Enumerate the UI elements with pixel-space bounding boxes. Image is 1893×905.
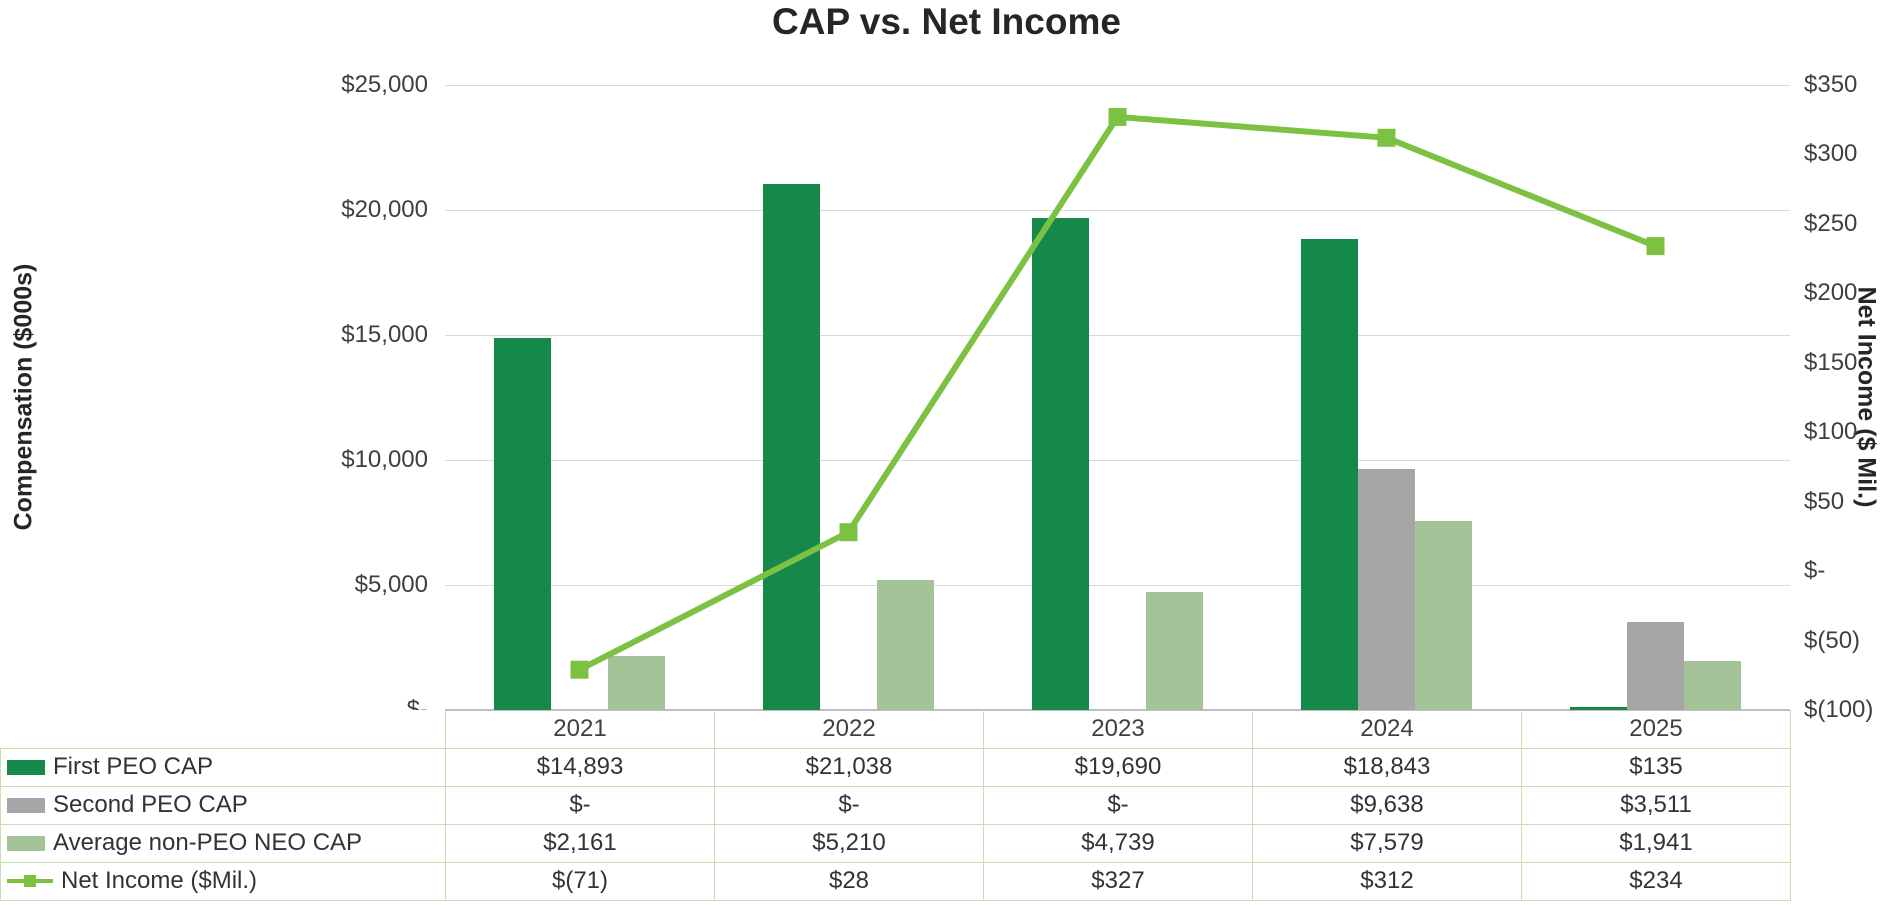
legend-entry: First PEO CAP (2, 753, 445, 781)
right-axis-title: Net Income ($ Mil.) (1852, 286, 1881, 508)
left-axis-tick: $10,000 (341, 446, 428, 473)
right-axis-tick: $300 (1804, 140, 1858, 168)
table-value-cell: $5,210 (714, 823, 984, 863)
bar-average-non-peo-neo-cap (608, 655, 665, 710)
table-value-cell: $- (983, 785, 1253, 825)
legend-cell: Average non-PEO NEO CAP (0, 823, 446, 863)
marker-net-income-mil (570, 660, 589, 679)
legend-entry: Second PEO CAP (2, 791, 445, 819)
table-header-row: 2021 2022 2023 2024 2025 (0, 710, 1791, 749)
line-net-income-mil (578, 113, 1657, 673)
gridline (445, 210, 1790, 211)
marker-net-income-mil (839, 523, 858, 542)
table-value-cell: $14,893 (445, 747, 715, 787)
marker-net-income-mil (1377, 128, 1396, 147)
left-axis-tick: $15,000 (341, 321, 428, 348)
table-value-cell: $327 (983, 861, 1253, 901)
legend-label: Second PEO CAP (53, 791, 248, 818)
table-row: Net Income ($Mil.) $(71) $28 $327 $312 $234 (0, 861, 1791, 901)
right-axis-tick: $(50) (1804, 626, 1861, 654)
table-value-cell: $234 (1521, 861, 1791, 901)
right-axis-tick: $50 (1804, 487, 1845, 515)
table-value-cell: $9,638 (1252, 785, 1522, 825)
legend-cell: First PEO CAP (0, 747, 446, 787)
table-row: Second PEO CAP $- $- $- $9,638 $3,511 (0, 785, 1791, 825)
line-legend-swatch (7, 873, 53, 889)
legend-cell: Second PEO CAP (0, 785, 446, 825)
legend-label: Net Income ($Mil.) (61, 867, 258, 894)
table-row: First PEO CAP $14,893 $21,038 $19,690 $18,84… (0, 747, 1791, 787)
left-axis-title: Compensation ($000s) (9, 263, 38, 531)
table-value-cell: $7,579 (1252, 823, 1522, 863)
legend-entry: Average non-PEO NEO CAP (2, 829, 445, 857)
bar-average-non-peo-neo-cap (1146, 591, 1203, 710)
bar-average-non-peo-neo-cap (1684, 661, 1741, 710)
gridline (445, 335, 1790, 336)
right-axis-tick: $100 (1804, 418, 1858, 446)
table-value-cell: $- (445, 785, 715, 825)
right-axis-tick: $(100) (1804, 696, 1874, 723)
year-header-cell: 2025 (1521, 710, 1791, 749)
table-value-cell: $28 (714, 861, 984, 901)
legend-swatch (7, 759, 45, 775)
table-value-cell: $2,161 (445, 823, 715, 863)
table-value-cell: $19,690 (983, 747, 1253, 787)
table-value-cell: $18,843 (1252, 747, 1522, 787)
bar-first-peo-cap (1032, 217, 1089, 710)
marker-net-income-mil (1646, 237, 1665, 256)
marker-net-income-mil (1108, 107, 1127, 126)
right-axis-tick: $200 (1804, 279, 1858, 307)
bar-first-peo-cap (1301, 238, 1358, 710)
gridline (445, 585, 1790, 586)
table-value-cell: $- (714, 785, 984, 825)
legend-marker (24, 875, 36, 887)
bar-first-peo-cap (1570, 706, 1627, 710)
year-header-cell: 2021 (445, 710, 715, 749)
right-axis-tick: $- (1804, 557, 1826, 585)
year-header-cell: 2022 (714, 710, 984, 749)
table-value-cell: $135 (1521, 747, 1791, 787)
table-corner-cell (0, 710, 446, 749)
bar-first-peo-cap (494, 337, 551, 710)
table-value-cell: $312 (1252, 861, 1522, 901)
bar-average-non-peo-neo-cap (1415, 520, 1472, 710)
right-axis-tick: $250 (1804, 209, 1858, 237)
right-axis-tick: $350 (1804, 71, 1858, 98)
legend-cell: Net Income ($Mil.) (0, 861, 446, 901)
legend-swatch (7, 797, 45, 813)
table-value-cell: $1,941 (1521, 823, 1791, 863)
legend-entry: Net Income ($Mil.) (2, 867, 445, 895)
left-axis-tick: $20,000 (341, 196, 428, 223)
gridline (445, 85, 1790, 86)
bar-first-peo-cap (763, 184, 820, 710)
legend-label: Average non-PEO NEO CAP (53, 829, 363, 856)
table-value-cell: $4,739 (983, 823, 1253, 863)
year-header-cell: 2024 (1252, 710, 1522, 749)
right-axis-tick: $150 (1804, 348, 1858, 376)
left-axis-tick: $5,000 (354, 571, 428, 598)
line-layer (570, 107, 1665, 679)
gridline (445, 460, 1790, 461)
chart-title: CAP vs. Net Income (772, 1, 1121, 42)
data-table: 2021 2022 2023 2024 2025 First PEO CAP $14,893… (0, 710, 1791, 901)
left-axis-tick: $25,000 (341, 71, 428, 98)
table-value-cell: $21,038 (714, 747, 984, 787)
legend-label: First PEO CAP (53, 753, 214, 780)
table-value-cell: $3,511 (1521, 785, 1791, 825)
table-row: Average non-PEO NEO CAP $2,161 $5,210 $4,73… (0, 823, 1791, 863)
legend-swatch (7, 835, 45, 851)
bar-second-peo-cap (1627, 622, 1684, 710)
bar-average-non-peo-neo-cap (877, 579, 934, 710)
bar-second-peo-cap (1358, 469, 1415, 710)
year-header-cell: 2023 (983, 710, 1253, 749)
table-value-cell: $(71) (445, 861, 715, 901)
